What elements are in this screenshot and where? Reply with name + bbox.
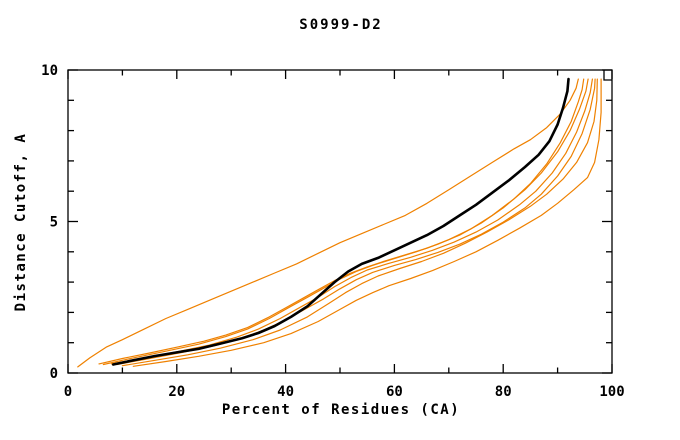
orange-curve-6	[121, 78, 598, 367]
y-axis-label: Distance Cutoff, A	[13, 132, 29, 312]
black-curve	[111, 77, 570, 366]
orange-curve-5	[116, 78, 596, 366]
orange-curve-7	[132, 78, 602, 367]
x-tick-label: 60	[386, 384, 403, 400]
x-tick-label: 80	[495, 384, 512, 400]
orange-curve-1	[77, 78, 579, 368]
tick-labels-group: 0 20 40 60 80 100 0 5 10	[41, 63, 625, 400]
y-tick-label: 10	[41, 63, 58, 79]
corner-notch	[603, 70, 612, 81]
x-axis-label: Percent of Residues (CA)	[221, 402, 461, 418]
x-tick-label: 100	[599, 384, 624, 400]
curve-series-group	[77, 77, 602, 368]
x-tick-label: 20	[168, 384, 185, 400]
x-tick-label: 40	[277, 384, 294, 400]
plot-title: S0999-D2	[299, 17, 383, 33]
y-tick-label: 5	[50, 215, 58, 231]
axes-group	[67, 69, 613, 374]
x-tick-label: 0	[64, 384, 72, 400]
orange-curve-4	[110, 78, 594, 365]
orange-curve-3	[102, 78, 589, 366]
orange-curve-2	[98, 78, 585, 365]
y-tick-label: 0	[50, 366, 58, 382]
